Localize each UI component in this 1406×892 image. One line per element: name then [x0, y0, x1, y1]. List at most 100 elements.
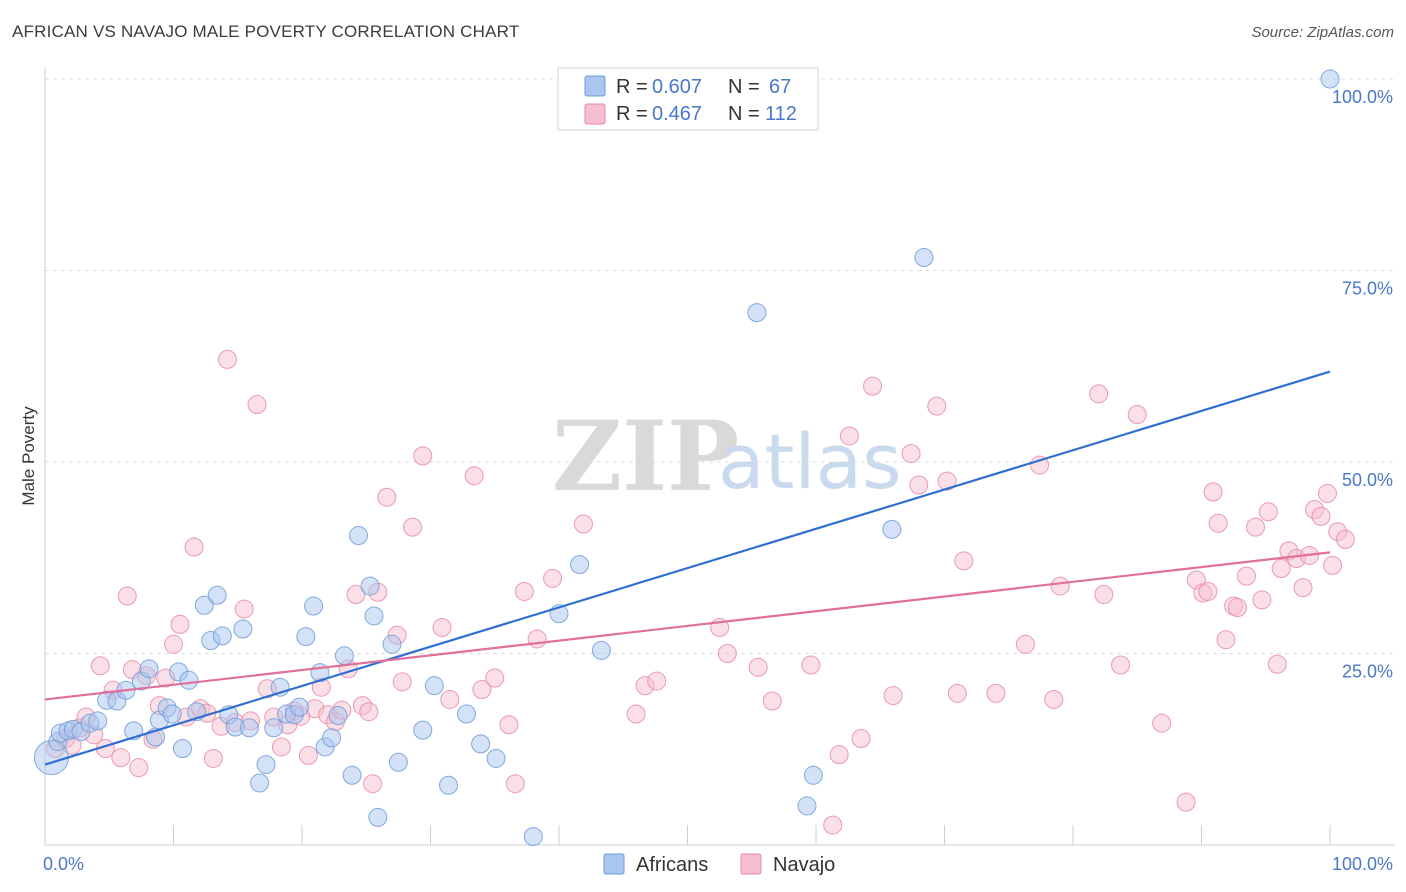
navajo-point	[647, 671, 667, 691]
points-layer	[33, 69, 1355, 847]
navajo-point	[937, 471, 957, 491]
legend-r-value-navajo: 0.467	[652, 103, 702, 125]
legend-bottom: Africans Navajo	[603, 853, 835, 876]
x-tick-label-start: 0.0%	[43, 854, 84, 874]
africans-point	[486, 748, 506, 768]
navajo-point	[1208, 513, 1228, 533]
bottom-legend-swatch-africans	[603, 853, 625, 875]
navajo-point	[1216, 630, 1236, 650]
navajo-point	[1089, 384, 1109, 404]
africans-point	[304, 596, 324, 616]
legend-top: R = 0.607 N = 67 R = 0.467 N = 112	[557, 67, 819, 131]
navajo-point	[626, 704, 646, 724]
africans-point	[207, 585, 227, 605]
africans-point	[239, 718, 259, 738]
navajo-point	[954, 551, 974, 571]
watermark-atlas: atlas	[718, 417, 902, 506]
navajo-point	[947, 683, 967, 703]
navajo-point	[363, 774, 383, 794]
navajo-point	[90, 656, 110, 676]
navajo-point	[1044, 689, 1064, 709]
africans-trend-line	[44, 370, 1331, 766]
navajo-point	[271, 737, 291, 757]
y-tick-label: 25.0%	[1342, 662, 1393, 682]
africans-point	[797, 796, 817, 816]
navajo-point	[1030, 455, 1050, 475]
navajo-point	[1258, 502, 1278, 522]
navajo-point	[164, 634, 183, 654]
navajo-point	[901, 444, 921, 464]
navajo-point	[748, 657, 768, 677]
africans-point	[456, 704, 476, 724]
navajo-point	[1293, 578, 1313, 598]
navajo-point	[464, 466, 484, 486]
navajo-point	[801, 655, 821, 675]
navajo-point	[346, 585, 366, 605]
navajo-point	[1176, 792, 1196, 812]
bottom-legend-swatch-navajo	[740, 853, 762, 875]
x-tick-label-end: 100.0%	[1332, 854, 1393, 874]
navajo-point	[1127, 405, 1147, 425]
navajo-point	[1050, 576, 1070, 596]
africans-point	[438, 775, 458, 795]
navajo-point	[505, 774, 525, 794]
y-tick-label: 50.0%	[1342, 470, 1393, 490]
navajo-point	[514, 581, 534, 601]
legend-r-label-navajo: R =	[616, 103, 648, 125]
navajo-point	[1317, 483, 1337, 503]
navajo-point	[1094, 585, 1114, 605]
navajo-point	[1198, 581, 1218, 601]
africans-point	[289, 697, 309, 717]
africans-point	[250, 773, 270, 793]
africans-point	[172, 738, 192, 758]
navajo-point	[359, 702, 379, 722]
navajo-point	[762, 691, 782, 711]
navajo-point	[217, 349, 237, 369]
africans-point	[803, 765, 823, 785]
navajo-point	[440, 689, 460, 709]
africans-point	[349, 526, 369, 546]
africans-point	[368, 807, 388, 827]
navajo-point	[117, 586, 137, 606]
africans-point	[413, 720, 433, 740]
label-layer: 25.0% 50.0% 75.0% 100.0% 0.0% 100.0%	[43, 87, 1393, 874]
africans-point	[523, 827, 543, 847]
chart-source: Source: ZipAtlas.com	[1251, 24, 1394, 41]
navajo-point	[111, 748, 131, 768]
navajo-point	[1152, 713, 1172, 733]
navajo-point	[851, 729, 871, 749]
bottom-legend-label-africans: Africans	[636, 854, 708, 876]
navajo-point	[392, 672, 412, 692]
africans-point	[591, 640, 611, 660]
navajo-point	[1323, 555, 1343, 575]
navajo-point	[499, 715, 519, 735]
africans-point	[914, 247, 934, 267]
watermark-zip: ZIP	[552, 400, 739, 513]
navajo-point	[543, 568, 563, 588]
y-tick-label: 75.0%	[1342, 279, 1393, 299]
africans-point	[233, 619, 253, 639]
africans-point	[212, 626, 232, 646]
africans-point	[382, 634, 402, 654]
legend-n-value-africans: 67	[769, 76, 791, 98]
africans-point	[194, 595, 214, 615]
navajo-point	[485, 668, 505, 688]
navajo-point	[403, 517, 423, 537]
navajo-point	[413, 446, 433, 466]
chart-title: AFRICAN VS NAVAJO MALE POVERTY CORRELATI…	[12, 22, 520, 41]
y-tick-label: 100.0%	[1332, 87, 1393, 107]
navajo-point	[1203, 482, 1223, 502]
trend-layer	[44, 370, 1331, 766]
navajo-point	[927, 396, 947, 416]
navajo-point	[432, 617, 452, 637]
legend-n-value-navajo: 112	[765, 103, 797, 125]
navajo-point	[1271, 558, 1291, 578]
africans-point	[1320, 69, 1340, 89]
navajo-point	[863, 376, 883, 396]
legend-n-label-navajo: N =	[728, 103, 760, 125]
navajo-point	[1267, 654, 1287, 674]
navajo-point	[298, 745, 318, 765]
africans-point	[162, 704, 182, 724]
africans-point	[388, 752, 408, 772]
